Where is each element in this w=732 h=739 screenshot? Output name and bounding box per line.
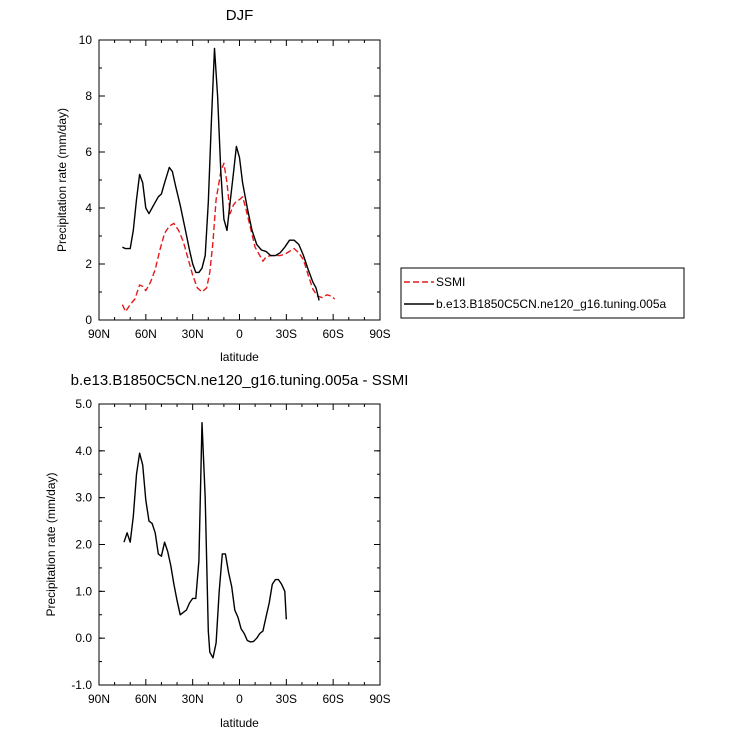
y-axis-title: Precipitation rate (mm/day) bbox=[55, 108, 69, 252]
x-tick-label: 0 bbox=[236, 692, 243, 706]
y-tick-label: 0.0 bbox=[75, 631, 92, 645]
chart-title: b.e13.B1850C5CN.ne120_g16.tuning.005a - … bbox=[71, 372, 409, 389]
x-tick-label: 60S bbox=[322, 327, 343, 341]
chart-2: b.e13.B1850C5CN.ne120_g16.tuning.005a - … bbox=[44, 372, 408, 730]
y-tick-label: 5.0 bbox=[75, 397, 92, 411]
y-tick-label: 6 bbox=[85, 145, 92, 159]
plot-frame bbox=[98, 403, 381, 686]
x-tick-label: 60S bbox=[322, 692, 343, 706]
x-tick-label: 90S bbox=[369, 327, 390, 341]
x-tick-label: 30N bbox=[182, 327, 204, 341]
series-line-1 bbox=[121, 162, 336, 313]
x-axis-title: latitude bbox=[220, 716, 259, 730]
x-tick-label: 30N bbox=[182, 692, 204, 706]
x-tick-label: 60N bbox=[135, 327, 157, 341]
y-tick-label: 4 bbox=[85, 201, 92, 215]
series-line-1 bbox=[123, 422, 287, 659]
y-axis-title: Precipitation rate (mm/day) bbox=[44, 472, 58, 616]
y-tick-label: 3.0 bbox=[75, 491, 92, 505]
x-tick-label: 0 bbox=[236, 327, 243, 341]
y-tick-label: 4.0 bbox=[75, 444, 92, 458]
series-line-2 bbox=[122, 47, 320, 301]
chart-1: DJF 90N 60N 30N 0 30S 60S 90S 0 2 4 6 8 10 latitude Pre… bbox=[55, 7, 391, 364]
legend-label-1: SSMI bbox=[436, 275, 465, 289]
y-tick-label: 0 bbox=[85, 313, 92, 327]
y-tick-label: 2 bbox=[85, 257, 92, 271]
y-tick-label: 2.0 bbox=[75, 538, 92, 552]
y-tick-label: 1.0 bbox=[75, 584, 92, 598]
x-tick-label: 60N bbox=[135, 692, 157, 706]
x-axis-title: latitude bbox=[220, 350, 259, 364]
legend: SSMI b.e13.B1850C5CN.ne120_g16.tuning.005… bbox=[400, 267, 685, 319]
x-tick-label: 30S bbox=[276, 692, 297, 706]
x-tick-label: 90N bbox=[88, 692, 110, 706]
y-tick-label: 10 bbox=[79, 33, 93, 47]
x-tick-label: 90N bbox=[88, 327, 110, 341]
x-tick-label: 90S bbox=[369, 692, 390, 706]
chart-title: DJF bbox=[226, 7, 254, 24]
legend-box bbox=[400, 267, 685, 319]
y-tick-label: 8 bbox=[85, 89, 92, 103]
legend-label-2: b.e13.B1850C5CN.ne120_g16.tuning.005a bbox=[436, 297, 667, 311]
y-tick-label: -1.0 bbox=[71, 678, 92, 692]
x-tick-label: 30S bbox=[276, 327, 297, 341]
